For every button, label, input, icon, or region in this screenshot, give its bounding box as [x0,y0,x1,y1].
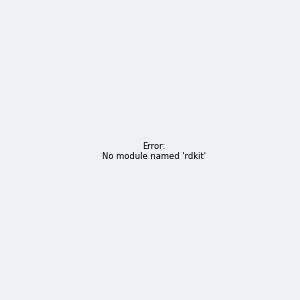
Text: Error:
No module named 'rdkit': Error: No module named 'rdkit' [102,142,206,161]
